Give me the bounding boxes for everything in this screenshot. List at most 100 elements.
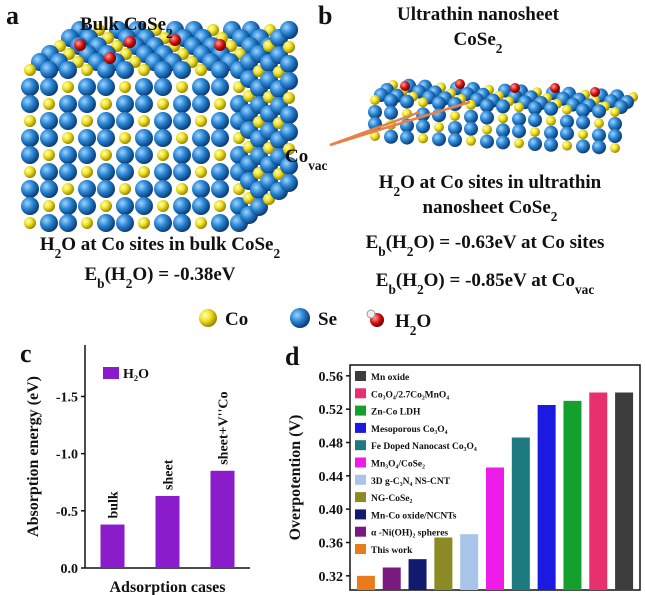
atom — [512, 124, 526, 139]
atom — [283, 41, 295, 53]
text-part: E — [84, 264, 97, 285]
atom — [192, 197, 210, 215]
panel-label: a — [6, 1, 19, 30]
text-part: 2 — [166, 26, 173, 41]
atom — [578, 129, 588, 140]
atom — [119, 183, 131, 195]
y-tick-label: 0.48 — [319, 437, 344, 452]
atom — [195, 115, 207, 127]
atom — [608, 117, 622, 131]
molecule — [590, 87, 600, 97]
atom — [135, 129, 153, 147]
atom — [62, 132, 74, 144]
text-part: O) = -0.85eV at Co — [424, 270, 575, 291]
text-part: O) = -0.63eV at Co sites — [413, 232, 604, 253]
molecule — [214, 39, 226, 51]
atom — [78, 180, 96, 198]
atom — [24, 217, 36, 229]
atom — [40, 163, 58, 181]
y-tick-label: -1.5 — [56, 390, 78, 405]
text-part: E — [376, 270, 389, 291]
atom — [418, 133, 428, 144]
atom — [192, 78, 210, 96]
atom — [480, 98, 494, 113]
text-part: H — [395, 311, 410, 332]
atom — [59, 95, 77, 113]
atom — [24, 64, 36, 76]
atom — [157, 98, 169, 110]
legend-label: NG-CoSe₂ — [371, 494, 413, 504]
y-axis-title: Absorption energy (eV) — [25, 376, 42, 537]
atom — [40, 61, 58, 79]
atom — [384, 105, 398, 120]
panel-label: c — [20, 339, 32, 368]
category-label: bulk — [107, 491, 122, 518]
panel-title: Bulk CoSe2 — [80, 14, 173, 41]
atom — [592, 104, 606, 119]
atom — [78, 197, 96, 215]
atom — [176, 81, 188, 93]
bar — [408, 559, 427, 590]
atom — [211, 163, 229, 181]
y-tick-label: -0.5 — [56, 505, 78, 520]
text-part: (H — [386, 232, 407, 253]
text-part: 2 — [394, 184, 401, 199]
text-part: 2 — [55, 246, 62, 261]
atom — [576, 139, 590, 154]
atom — [62, 183, 74, 195]
atom — [154, 129, 172, 147]
atom — [78, 78, 96, 96]
text-part: 2 — [407, 244, 414, 259]
atom — [496, 99, 510, 114]
atom — [116, 61, 134, 79]
atom — [154, 61, 172, 79]
bar — [434, 537, 453, 590]
legend-swatch — [355, 422, 366, 433]
atom — [192, 146, 210, 164]
atom — [496, 135, 510, 150]
atom — [432, 96, 446, 111]
atom — [138, 115, 150, 127]
text-part: vac — [575, 282, 594, 297]
legend-icon — [290, 308, 310, 328]
atom — [195, 217, 207, 229]
bar — [537, 405, 556, 590]
bar — [615, 392, 634, 590]
atom — [480, 134, 494, 149]
legend-label: Mn oxide — [371, 373, 409, 383]
atom — [192, 95, 210, 113]
atom — [135, 197, 153, 215]
atom — [78, 95, 96, 113]
atom — [176, 183, 188, 195]
atom — [100, 149, 112, 161]
atom — [59, 163, 77, 181]
atom — [482, 124, 492, 135]
atom — [119, 81, 131, 93]
atom — [528, 137, 542, 151]
panel-title: CoSe2 — [454, 29, 503, 56]
atom — [81, 217, 93, 229]
atom — [21, 78, 39, 96]
atom — [594, 118, 604, 129]
atom — [592, 140, 606, 155]
atom — [211, 61, 229, 79]
atom — [466, 99, 476, 110]
atom — [138, 64, 150, 76]
atom — [176, 132, 188, 144]
legend-label: Mesoporous Co₃O₄ — [371, 425, 448, 435]
atom — [97, 78, 115, 96]
atom — [59, 146, 77, 164]
atom — [211, 78, 229, 96]
atom — [610, 143, 620, 153]
energy: Eb(H2O) = -0.85eV at Covac — [376, 270, 595, 297]
text-part: E — [366, 232, 379, 253]
text-part: vac — [308, 158, 327, 173]
atom — [280, 157, 298, 175]
atom — [608, 129, 622, 143]
atom — [512, 112, 526, 127]
atom — [21, 129, 39, 147]
atom — [496, 123, 510, 138]
atom — [448, 121, 462, 135]
bar — [486, 467, 504, 590]
text-part: 2 — [417, 282, 424, 297]
